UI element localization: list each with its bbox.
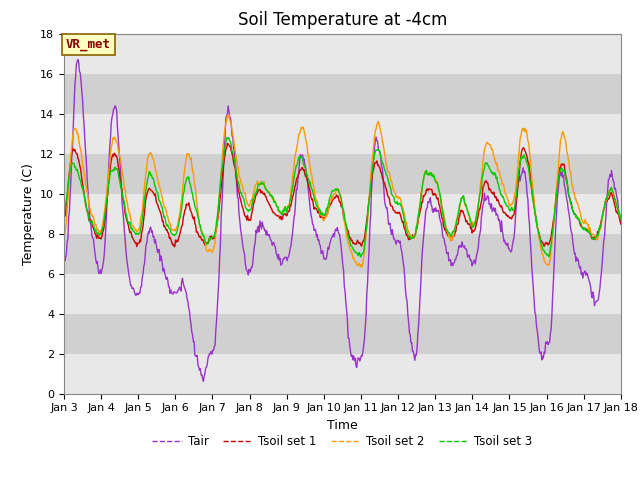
Tsoil set 1 — [171, 244, 179, 250]
Tsoil set 2 — [184, 152, 192, 157]
Tsoil set 1 — [70, 148, 78, 154]
Tsoil set 3 — [356, 254, 364, 260]
Tair — [70, 104, 78, 110]
Tsoil set 1 — [214, 215, 222, 220]
Tair — [428, 204, 436, 209]
Tair — [412, 352, 419, 358]
Bar — [64, 354, 621, 394]
Tsoil set 1 — [617, 221, 625, 227]
Bar — [64, 313, 621, 354]
Tsoil set 3 — [428, 173, 436, 179]
Tsoil set 3 — [70, 161, 78, 167]
Tsoil set 1 — [127, 231, 135, 237]
Tair — [60, 253, 68, 259]
Tsoil set 2 — [127, 219, 135, 225]
Tair — [617, 221, 625, 227]
Tair — [185, 305, 193, 311]
Tsoil set 2 — [223, 112, 231, 118]
Line: Tsoil set 1: Tsoil set 1 — [64, 144, 621, 247]
Tsoil set 1 — [428, 187, 436, 192]
Tsoil set 3 — [60, 207, 68, 213]
Tsoil set 3 — [214, 214, 221, 219]
Text: VR_met: VR_met — [66, 38, 111, 51]
Line: Tsoil set 3: Tsoil set 3 — [64, 137, 621, 257]
Y-axis label: Temperature (C): Temperature (C) — [22, 163, 35, 264]
Tsoil set 1 — [60, 215, 68, 221]
Tsoil set 1 — [223, 141, 231, 146]
Tair — [128, 286, 136, 291]
Line: Tair: Tair — [64, 60, 621, 381]
Tsoil set 2 — [358, 264, 365, 270]
Tsoil set 3 — [184, 175, 192, 180]
Bar — [64, 34, 621, 73]
Tsoil set 1 — [412, 230, 419, 236]
Bar — [64, 114, 621, 154]
Line: Tsoil set 2: Tsoil set 2 — [64, 115, 621, 267]
Tsoil set 2 — [70, 125, 78, 131]
Tsoil set 3 — [127, 227, 135, 232]
Tsoil set 3 — [412, 231, 419, 237]
Tair — [215, 276, 223, 282]
Legend: Tair, Tsoil set 1, Tsoil set 2, Tsoil set 3: Tair, Tsoil set 1, Tsoil set 2, Tsoil se… — [148, 430, 537, 453]
Tair — [200, 378, 207, 384]
Tsoil set 3 — [225, 134, 232, 140]
Tsoil set 3 — [617, 216, 625, 222]
Bar — [64, 154, 621, 193]
Title: Soil Temperature at -4cm: Soil Temperature at -4cm — [237, 11, 447, 29]
Tsoil set 1 — [185, 200, 193, 206]
Bar — [64, 73, 621, 114]
Tsoil set 2 — [60, 233, 68, 239]
Tair — [74, 57, 82, 62]
Tsoil set 2 — [617, 216, 625, 222]
Bar — [64, 193, 621, 234]
Bar — [64, 234, 621, 274]
Bar — [64, 274, 621, 313]
Tsoil set 2 — [412, 231, 419, 237]
Tsoil set 2 — [214, 217, 221, 223]
X-axis label: Time: Time — [327, 419, 358, 432]
Tsoil set 2 — [428, 170, 436, 176]
